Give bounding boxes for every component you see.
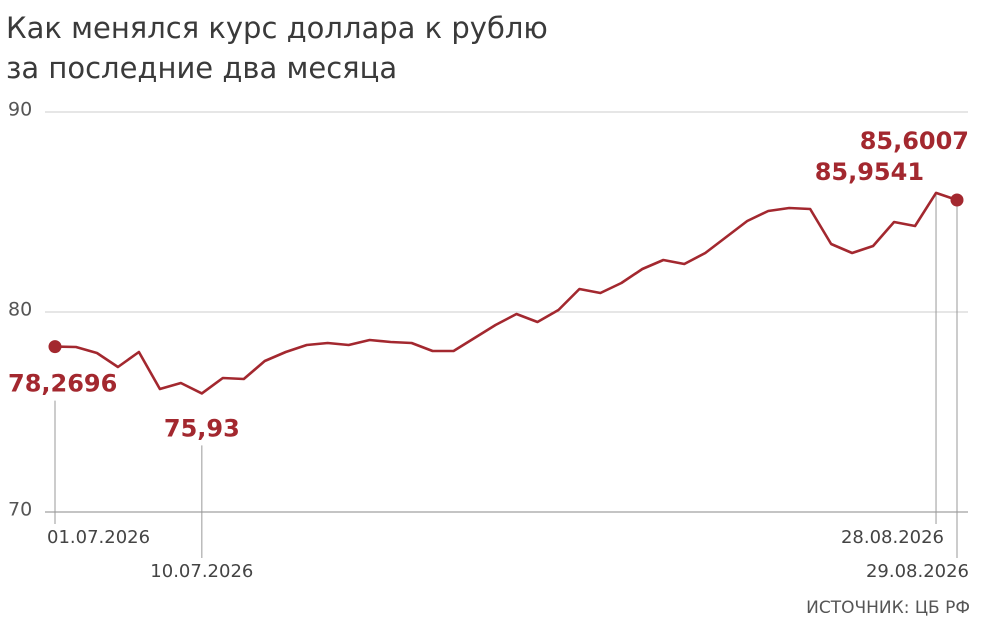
line <box>54 191 958 395</box>
end-point <box>950 193 964 207</box>
chart-title: за последние два месяца <box>6 51 397 85</box>
x-tick-label: 28.08.2026 <box>841 527 944 548</box>
y-tick-label: 80 <box>8 299 32 321</box>
y-tick-label: 90 <box>8 99 32 121</box>
y-tick-label: 70 <box>8 499 32 521</box>
end-point <box>48 340 62 354</box>
data-label: 78,2696 <box>8 370 117 398</box>
x-tick-label: 29.08.2026 <box>866 561 969 582</box>
x-tick-label: 10.07.2026 <box>150 561 253 582</box>
data-label: 75,93 <box>164 414 240 442</box>
data-label: 85,9541 <box>815 158 924 186</box>
source: ИСТОЧНИК: ЦБ РФ <box>806 598 970 618</box>
chart-title: Как менялся курс доллара к рублю <box>6 11 548 45</box>
data-label: 85,6007 <box>860 127 969 155</box>
x-tick-label: 01.07.2026 <box>47 527 150 548</box>
